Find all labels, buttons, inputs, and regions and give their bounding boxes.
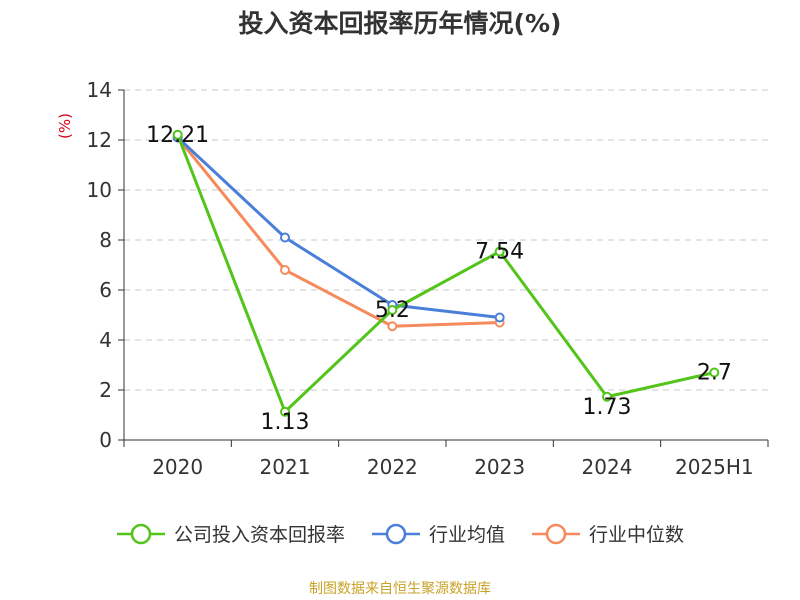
legend-swatch bbox=[532, 523, 580, 544]
data-point bbox=[172, 129, 183, 140]
data-point bbox=[602, 391, 612, 402]
series-line bbox=[176, 136, 500, 328]
x-tick-label: 2025H1 bbox=[675, 455, 754, 479]
legend-swatch bbox=[116, 523, 165, 544]
data-point bbox=[709, 367, 720, 378]
y-tick-label: 14 bbox=[87, 78, 112, 102]
legend-swatch bbox=[371, 523, 420, 544]
data-label: 12.21 bbox=[146, 123, 209, 148]
legend-item[interactable]: 公司投入资本回报率 bbox=[116, 520, 345, 547]
data-point bbox=[280, 265, 290, 275]
y-tick-label: 2 bbox=[99, 378, 112, 402]
legend-item[interactable]: 行业均值 bbox=[371, 520, 505, 547]
legend-label: 行业均值 bbox=[428, 524, 505, 546]
data-label: 1.73 bbox=[583, 395, 632, 420]
y-tick-label: 12 bbox=[87, 128, 112, 152]
chart-title: 投入资本回报率历年情况(%) bbox=[238, 9, 562, 38]
y-tick-label: 8 bbox=[99, 228, 112, 252]
source-credit: 制图数据来自恒生聚源数据库 bbox=[309, 581, 491, 597]
y-tick-label: 4 bbox=[99, 328, 112, 352]
data-label: 2.7 bbox=[697, 361, 732, 386]
series-line bbox=[176, 134, 715, 414]
legend-item[interactable]: 行业中位数 bbox=[531, 520, 684, 547]
data-point bbox=[280, 232, 290, 243]
data-label: 7.54 bbox=[475, 240, 524, 265]
y-tick-label: 0 bbox=[99, 428, 112, 452]
series-line bbox=[176, 136, 500, 319]
x-tick-label: 2022 bbox=[367, 455, 418, 479]
data-label: 1.13 bbox=[261, 410, 310, 435]
data-label: 5.2 bbox=[375, 298, 410, 323]
legend-label: 行业中位数 bbox=[589, 524, 685, 546]
x-tick-label: 2023 bbox=[474, 455, 525, 479]
x-tick-label: 2024 bbox=[582, 455, 633, 479]
y-axis-label: (%) bbox=[56, 113, 74, 139]
legend-label: 公司投入资本回报率 bbox=[173, 524, 345, 546]
y-tick-label: 10 bbox=[87, 178, 112, 202]
data-point bbox=[387, 305, 398, 315]
x-tick-label: 2021 bbox=[260, 455, 311, 479]
data-point bbox=[494, 246, 505, 257]
data-point bbox=[494, 312, 505, 323]
data-point bbox=[387, 321, 398, 332]
data-point bbox=[280, 406, 290, 417]
y-tick-label: 6 bbox=[99, 278, 112, 302]
legend: 公司投入资本回报率 行业均值 行业中位数 bbox=[0, 520, 800, 547]
x-tick-label: 2020 bbox=[152, 455, 203, 479]
